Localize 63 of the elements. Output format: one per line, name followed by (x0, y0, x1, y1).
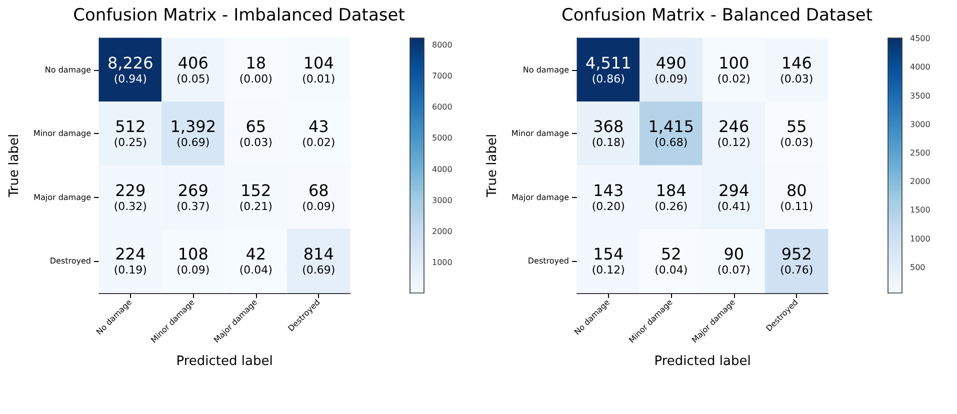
data-label: 104 (0.01) (302, 53, 336, 86)
color-bar-label: 6000 (432, 102, 452, 112)
color-bar-label: 4500 (910, 34, 930, 44)
data-label: 294 (0.41) (717, 180, 750, 213)
data-label: 42 (0.04) (239, 244, 272, 277)
data-label: 406 (0.05) (176, 53, 210, 86)
data-label: 146 (0.03) (780, 53, 814, 86)
data-label: 108 (0.09) (176, 244, 210, 277)
data-label: 152 (0.21) (239, 180, 272, 213)
color-bar-label: 2000 (910, 177, 930, 186)
data-label: 143 (0.20) (592, 180, 625, 213)
y-tick-label: Minor damage (33, 129, 92, 138)
color-bar-label: 2000 (432, 226, 452, 236)
data-label: 814 (0.69) (302, 244, 336, 277)
data-label: 269 (0.37) (176, 180, 210, 213)
y-tick-label: No damage (44, 65, 92, 74)
data-label: 52 (0.04) (654, 244, 688, 277)
data-label: 1,415 (0.68) (648, 117, 694, 150)
color-bar-label: 4000 (910, 62, 930, 72)
data-label: 154 (0.12) (592, 244, 625, 277)
y-tick-label: Destroyed (528, 256, 569, 266)
data-label: 224 (0.19) (114, 244, 147, 277)
chart-title: Confusion Matrix - Imbalanced Dataset (73, 6, 406, 26)
data-label: 80 (0.11) (780, 180, 814, 213)
x-axis-title: Predicted label (176, 354, 273, 369)
chart-title: Confusion Matrix - Balanced Dataset (562, 6, 873, 26)
color-bar-label: 1500 (910, 206, 930, 215)
data-label: 90 (0.07) (717, 244, 750, 277)
y-tick-label: Major damage (34, 192, 92, 202)
data-label: 68 (0.09) (302, 180, 336, 213)
color-bar-label: 3500 (910, 91, 930, 100)
color-bar-label: 500 (910, 262, 926, 272)
color-bar-label: 1000 (910, 234, 930, 244)
data-label: 512 (0.25) (114, 117, 147, 150)
data-label: 368 (0.18) (592, 117, 625, 150)
data-label: 18 (0.00) (239, 53, 272, 86)
data-label: 8,226 (0.94) (107, 53, 154, 86)
y-tick-label: Minor damage (511, 129, 570, 138)
color-bar-label: 5000 (432, 134, 452, 143)
x-axis-title: Predicted label (654, 354, 751, 369)
y-tick-label: No damage (522, 65, 570, 74)
data-label: 184 (0.26) (654, 180, 688, 213)
y-axis-title: True label (7, 134, 22, 198)
data-label: 65 (0.03) (239, 117, 272, 150)
data-label: 1,392 (0.69) (170, 117, 216, 150)
data-label: 490 (0.09) (654, 53, 688, 86)
y-tick-label: Destroyed (50, 256, 91, 266)
y-tick-label: Major damage (512, 192, 570, 202)
color-bar-label: 2500 (910, 148, 930, 158)
color-bar-label: 3000 (432, 196, 452, 205)
y-axis-title: True label (485, 134, 500, 198)
data-label: 100 (0.02) (717, 53, 750, 86)
data-label: 55 (0.03) (780, 117, 814, 150)
data-label: 4,511 (0.86) (585, 53, 632, 86)
color-bar-label: 4000 (432, 164, 452, 174)
data-label: 246 (0.12) (717, 117, 750, 150)
data-label: 952 (0.76) (780, 244, 814, 277)
color-bar-label: 8000 (432, 40, 452, 50)
color-bar-label: 1000 (432, 258, 452, 267)
color-bar-label: 3000 (910, 120, 930, 129)
data-label: 43 (0.02) (302, 117, 336, 150)
data-label: 229 (0.32) (114, 180, 147, 213)
color-bar-label: 7000 (432, 72, 452, 81)
